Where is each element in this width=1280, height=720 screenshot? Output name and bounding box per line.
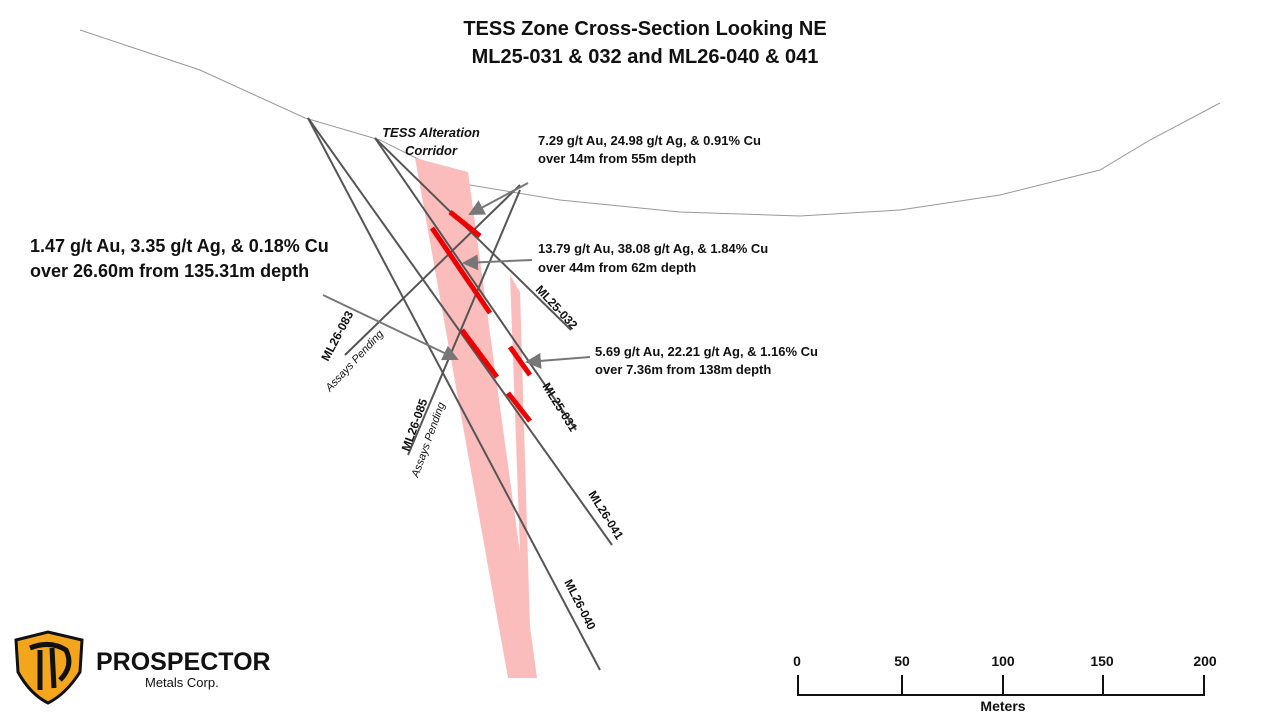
intercept-text: 7.29 g/t Au, 24.98 g/t Ag, & 0.91% Cu: [538, 133, 761, 148]
hole: [344, 184, 521, 356]
intercept-text: 13.79 g/t Au, 38.08 g/t Ag, & 1.84% Cu: [538, 241, 768, 256]
scale-label: 200: [1193, 653, 1217, 669]
hole: [407, 189, 521, 456]
leaders: [322, 182, 591, 369]
intercept: [459, 328, 500, 379]
intercept-text: over 26.60m from 135.31m depth: [30, 261, 309, 281]
logo-name: PROSPECTOR: [96, 648, 271, 676]
logo-mark: [29, 642, 72, 690]
scale-label: 150: [1090, 653, 1114, 669]
intercept: [448, 210, 482, 238]
corridor-label: Corridor: [405, 143, 458, 158]
title: TESS Zone Cross-Section Looking NE: [463, 18, 826, 40]
intercept-text: over 7.36m from 138m depth: [595, 362, 771, 377]
intercepts: [429, 210, 533, 423]
logo-sub: Metals Corp.: [145, 675, 219, 690]
leader: [322, 294, 459, 361]
hole: [307, 117, 601, 671]
intercept-text: over 14m from 55m depth: [538, 151, 696, 166]
hole-label: ML25-031: [539, 380, 580, 434]
scale-label: 100: [991, 653, 1015, 669]
scale-bar: [797, 675, 1205, 696]
intercept: [507, 345, 533, 377]
corridor-label: TESS Alteration: [382, 125, 480, 140]
topography: [79, 29, 1221, 217]
alteration-corridor: [510, 275, 531, 662]
scale-label: 50: [894, 653, 910, 669]
intercept-text: over 44m from 62m depth: [538, 260, 696, 275]
hole: [374, 137, 572, 331]
leader: [525, 352, 591, 369]
hole-label: ML25-032: [533, 282, 581, 332]
scale-unit: Meters: [980, 698, 1025, 714]
intercept-text: 1.47 g/t Au, 3.35 g/t Ag, & 0.18% Cu: [30, 236, 329, 256]
intercept-text: 5.69 g/t Au, 22.21 g/t Ag, & 1.16% Cu: [595, 344, 818, 359]
alteration-corridor: [415, 158, 537, 678]
hole-label: ML26-040: [561, 577, 598, 632]
intercept: [506, 391, 532, 423]
logo: PROSPECTOR Metals Corp.: [14, 630, 271, 705]
scale-label: 0: [793, 653, 801, 669]
leader: [462, 254, 533, 271]
leader: [468, 182, 529, 215]
intercept: [429, 226, 493, 315]
title: ML25-031 & 032 and ML26-040 & 041: [472, 46, 819, 68]
hole: [374, 137, 577, 431]
